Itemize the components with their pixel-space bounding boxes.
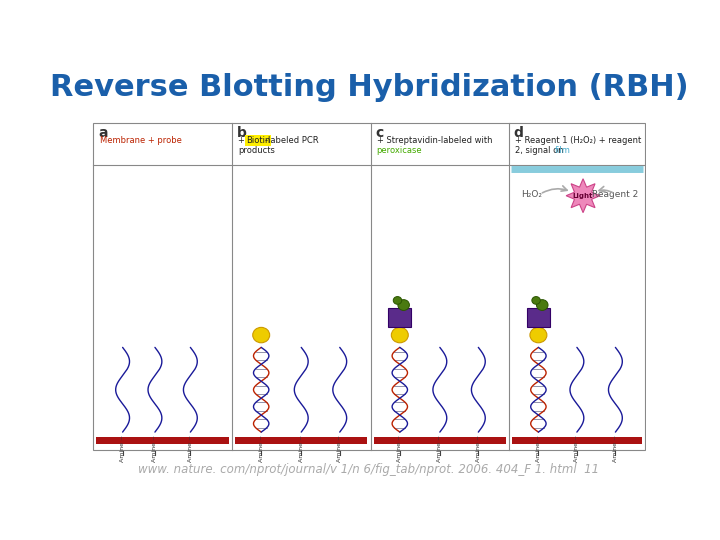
Bar xyxy=(388,308,411,327)
Ellipse shape xyxy=(398,300,410,310)
Ellipse shape xyxy=(530,327,547,343)
Text: + Reagent 1 (H₂O₂) + reagent: + Reagent 1 (H₂O₂) + reagent xyxy=(516,137,642,145)
Text: film: film xyxy=(555,146,571,154)
Text: Amine ~: Amine ~ xyxy=(476,434,481,462)
Bar xyxy=(235,437,367,444)
Text: Light: Light xyxy=(573,193,593,199)
Text: Amine ~: Amine ~ xyxy=(613,434,618,462)
Ellipse shape xyxy=(253,327,270,343)
Text: + Streptavidin-labeled with: + Streptavidin-labeled with xyxy=(377,137,492,145)
Bar xyxy=(527,308,550,327)
Text: Amine ~: Amine ~ xyxy=(120,434,125,462)
Bar xyxy=(374,437,506,444)
Ellipse shape xyxy=(536,300,548,310)
Ellipse shape xyxy=(532,296,540,304)
Text: Amine ~: Amine ~ xyxy=(575,434,580,462)
Text: 2, signal on: 2, signal on xyxy=(516,146,567,154)
Bar xyxy=(94,123,644,450)
Polygon shape xyxy=(566,179,600,213)
Text: Amine ~: Amine ~ xyxy=(397,434,402,462)
Bar xyxy=(96,437,229,444)
Text: products: products xyxy=(238,146,275,154)
Text: Reagent 2: Reagent 2 xyxy=(593,190,639,199)
Text: b: b xyxy=(237,126,246,140)
Text: a: a xyxy=(98,126,107,140)
Ellipse shape xyxy=(393,296,402,304)
Text: -labeled PCR: -labeled PCR xyxy=(265,137,319,145)
Text: Reverse Blotting Hybridization (RBH): Reverse Blotting Hybridization (RBH) xyxy=(50,73,688,103)
Text: Amine ~: Amine ~ xyxy=(536,434,541,462)
Text: Amine ~: Amine ~ xyxy=(258,434,264,462)
Text: peroxicase: peroxicase xyxy=(377,146,423,154)
Text: Amine ~: Amine ~ xyxy=(437,434,442,462)
Text: Membrane + probe: Membrane + probe xyxy=(99,137,181,145)
Text: www. nature. com/nprot/journal/v 1/n 6/fig_tab/nprot. 2006. 404_F 1. html  11: www. nature. com/nprot/journal/v 1/n 6/f… xyxy=(138,463,600,476)
Text: H₂O₂: H₂O₂ xyxy=(521,190,542,199)
Text: Amine ~: Amine ~ xyxy=(337,434,342,462)
Text: Amine ~: Amine ~ xyxy=(299,434,304,462)
Bar xyxy=(512,437,642,444)
Text: Amine ~: Amine ~ xyxy=(153,434,158,462)
Text: Biotin: Biotin xyxy=(246,137,270,145)
Text: c: c xyxy=(375,126,384,140)
Text: d: d xyxy=(514,126,523,140)
Ellipse shape xyxy=(392,327,408,343)
Text: Amine ~: Amine ~ xyxy=(188,434,193,462)
Text: +: + xyxy=(238,137,248,145)
